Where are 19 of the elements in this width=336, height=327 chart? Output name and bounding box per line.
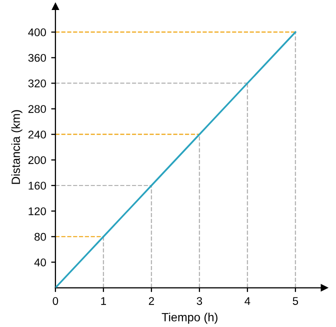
x-axis-title: Tiempo (h) xyxy=(162,312,218,324)
y-tick-label: 160 xyxy=(28,182,46,190)
y-tick-label: 80 xyxy=(34,232,46,241)
y-tick-label: 280 xyxy=(28,105,46,113)
x-tick-label: 1 xyxy=(101,297,106,305)
x-tick-label: 4 xyxy=(244,297,250,305)
y-tick-label: 360 xyxy=(28,54,46,62)
x-tick-label: 0 xyxy=(52,297,58,305)
y-tick-label: 320 xyxy=(28,80,46,88)
x-tick-label: 2 xyxy=(148,297,154,305)
y-tick-label: 400 xyxy=(28,28,46,36)
y-tick-label: 240 xyxy=(28,130,46,139)
y-tick-label: 200 xyxy=(28,156,46,164)
y-axis-title: Distancia (km) xyxy=(11,110,22,184)
x-tick-label: 3 xyxy=(196,297,202,305)
y-tick-label: 120 xyxy=(28,207,46,216)
x-tick-label: 5 xyxy=(292,297,298,305)
y-tick-label: 40 xyxy=(34,258,46,266)
line-series xyxy=(55,31,296,288)
